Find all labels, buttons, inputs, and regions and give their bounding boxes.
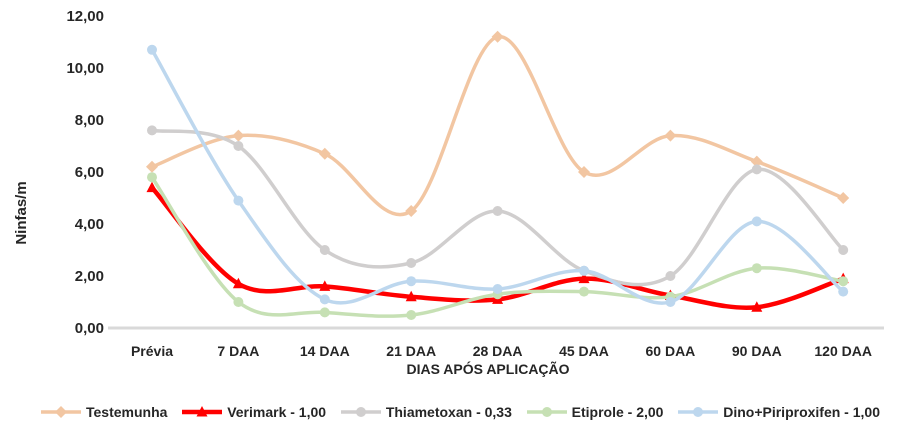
series-line xyxy=(150,35,845,217)
data-point-marker xyxy=(578,166,590,178)
data-point-marker xyxy=(405,290,417,302)
series-etiprole-2-00 xyxy=(147,172,849,320)
data-point-marker xyxy=(665,297,676,307)
data-point-marker xyxy=(578,272,590,284)
data-point-marker xyxy=(579,265,589,276)
data-point-marker xyxy=(233,297,244,307)
legend-label: Thiametoxan - 0,33 xyxy=(385,404,512,420)
data-point-marker xyxy=(319,307,330,318)
series-testemunha xyxy=(146,30,850,217)
x-category-label: 90 DAA xyxy=(732,343,782,359)
data-point-marker xyxy=(838,286,849,297)
y-tick-label: 10,00 xyxy=(66,60,104,77)
data-point-marker xyxy=(146,181,158,193)
series-thiametoxan-0-33 xyxy=(147,125,849,287)
data-point-marker xyxy=(233,195,244,206)
x-category-label: 28 DAA xyxy=(473,343,523,359)
data-point-marker xyxy=(319,294,330,305)
data-point-marker xyxy=(405,205,418,217)
y-tick-label: 8,00 xyxy=(75,112,104,129)
data-point-marker xyxy=(233,141,244,151)
data-point-marker xyxy=(318,147,331,160)
legend-item-testemunha: Testemunha xyxy=(40,404,167,420)
data-point-marker xyxy=(147,44,157,55)
data-point-marker xyxy=(406,310,417,320)
data-point-marker xyxy=(146,160,158,173)
data-point-marker xyxy=(751,216,762,227)
data-point-marker xyxy=(491,30,504,43)
x-category-label: 21 DAA xyxy=(386,343,436,359)
series-dino-piriproxifen-1-00 xyxy=(147,44,849,307)
chart-legend: Testemunha Verimark - 1,00 Thiametoxan - 0… xyxy=(40,399,880,425)
series-line xyxy=(150,48,845,305)
data-point-marker xyxy=(665,271,676,281)
data-point-marker xyxy=(196,406,208,417)
y-tick-label: 0,00 xyxy=(75,320,104,337)
data-point-marker xyxy=(751,164,762,175)
data-point-marker xyxy=(579,286,589,297)
data-point-marker xyxy=(406,276,417,287)
legend-key-icon xyxy=(526,407,567,417)
data-point-marker xyxy=(838,245,849,255)
x-category-label: 7 DAA xyxy=(217,343,259,359)
series-layer xyxy=(146,30,850,320)
label-layer: 0,00 2,00 4,00 6,00 8,00 10,00 12,00 Prévia 7 DA… xyxy=(66,8,872,359)
legend-key-icon xyxy=(182,406,223,417)
y-tick-label: 12,00 xyxy=(66,8,104,25)
legend-item-thiametoxan-0-33: Thiametoxan - 0,33 xyxy=(340,404,512,420)
x-category-label: 60 DAA xyxy=(646,343,696,359)
y-tick-label: 2,00 xyxy=(75,268,104,285)
x-category-label: 14 DAA xyxy=(300,343,350,359)
data-point-marker xyxy=(750,155,763,168)
legend-item-etiprole-2-00: Etiprole - 2,00 xyxy=(526,404,664,420)
y-tick-label: 6,00 xyxy=(75,164,104,181)
data-point-marker xyxy=(751,263,762,274)
data-point-marker xyxy=(319,245,330,255)
y-tick-label: 4,00 xyxy=(75,216,104,233)
legend-label: Dino+Piriproxifen - 1,00 xyxy=(723,404,880,420)
data-point-marker xyxy=(693,407,704,417)
legend-key-icon xyxy=(340,407,381,417)
data-point-marker xyxy=(232,277,244,289)
x-category-label: 45 DAA xyxy=(559,343,609,359)
data-point-marker xyxy=(838,276,849,287)
x-category-label: 120 DAA xyxy=(814,343,872,359)
data-point-marker xyxy=(319,280,331,291)
legend-label: Etiprole - 2,00 xyxy=(571,404,664,420)
data-point-marker xyxy=(147,125,157,136)
legend-label: Verimark - 1,00 xyxy=(227,404,327,420)
data-point-marker xyxy=(55,406,67,418)
legend-label: Testemunha xyxy=(86,404,168,420)
data-point-marker xyxy=(837,192,850,204)
data-point-marker xyxy=(147,172,157,183)
data-point-marker xyxy=(492,206,503,216)
legend-key-icon xyxy=(678,407,719,417)
legend-item-dino-piriproxifen-1-00: Dino+Piriproxifen - 1,00 xyxy=(677,404,880,420)
data-point-marker xyxy=(751,301,763,312)
y-axis-title: Ninfas/m xyxy=(13,181,30,244)
data-point-marker xyxy=(232,129,245,142)
data-point-marker xyxy=(492,284,503,294)
data-point-marker xyxy=(406,258,417,268)
data-point-marker xyxy=(355,407,366,417)
data-point-marker xyxy=(541,407,552,417)
legend-key-icon xyxy=(41,406,81,418)
x-category-label: Prévia xyxy=(131,343,173,359)
x-axis-title: DIAS APÓS APLICAÇÃO xyxy=(406,360,569,377)
legend-item-verimark-1-00: Verimark - 1,00 xyxy=(181,404,326,420)
data-point-marker xyxy=(664,129,677,142)
